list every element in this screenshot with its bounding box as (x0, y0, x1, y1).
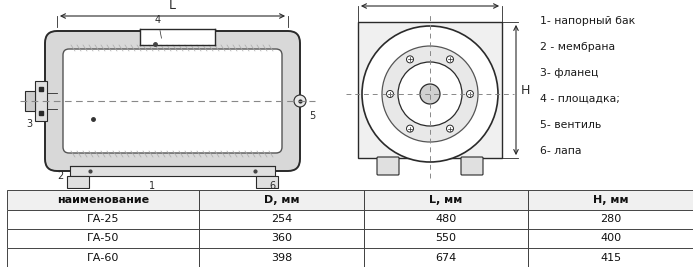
Bar (364, 190, 528, 210)
Bar (7, 190, 693, 210)
Circle shape (407, 125, 414, 132)
Text: L: L (169, 0, 176, 12)
Bar (67, 176, 89, 188)
Bar (7, 229, 693, 248)
Bar (364, 229, 528, 248)
Circle shape (398, 62, 462, 126)
Text: D: D (425, 0, 435, 2)
Bar (25, 91, 35, 111)
Text: 4: 4 (155, 15, 162, 38)
Text: наименование: наименование (57, 195, 149, 205)
Bar (199, 229, 364, 248)
Text: 360: 360 (271, 234, 292, 244)
Circle shape (420, 84, 440, 104)
Circle shape (447, 125, 454, 132)
Text: 1- напорный бак: 1- напорный бак (540, 16, 636, 26)
Text: 4 - площадка;: 4 - площадка; (540, 94, 620, 104)
Bar (199, 248, 364, 267)
Circle shape (382, 46, 478, 142)
Text: ГА-25: ГА-25 (87, 214, 119, 224)
Text: 480: 480 (435, 214, 456, 224)
Bar (358, 22, 502, 158)
Circle shape (447, 56, 454, 63)
Text: ГА-60: ГА-60 (87, 253, 119, 263)
Text: 254: 254 (271, 214, 292, 224)
Text: 2 - мембрана: 2 - мембрана (540, 42, 615, 52)
Text: 3: 3 (26, 119, 32, 129)
Bar (7, 210, 693, 229)
Bar (364, 210, 528, 229)
Circle shape (466, 90, 473, 97)
Bar (140, 29, 215, 45)
Bar (528, 190, 693, 210)
Bar (199, 210, 364, 229)
Text: 398: 398 (271, 253, 292, 263)
FancyBboxPatch shape (377, 157, 399, 175)
Text: 5- вентиль: 5- вентиль (540, 120, 601, 130)
Text: 674: 674 (435, 253, 456, 263)
Text: 3- фланец: 3- фланец (540, 68, 598, 78)
Bar (7, 248, 199, 267)
Bar (35, 81, 47, 121)
Bar (7, 248, 693, 267)
Text: 1: 1 (149, 181, 155, 191)
Circle shape (294, 95, 306, 107)
FancyBboxPatch shape (63, 49, 282, 153)
Bar (528, 210, 693, 229)
Circle shape (362, 26, 498, 162)
Text: D, мм: D, мм (264, 195, 299, 205)
Bar (70, 166, 275, 176)
Bar (7, 210, 199, 229)
Text: 6- лапа: 6- лапа (540, 146, 582, 156)
Bar (364, 248, 528, 267)
Text: L, мм: L, мм (429, 195, 463, 205)
Text: 5: 5 (309, 111, 315, 121)
Text: 550: 550 (435, 234, 456, 244)
FancyBboxPatch shape (45, 31, 300, 171)
Bar (256, 176, 278, 188)
Text: H, мм: H, мм (593, 195, 629, 205)
Bar (7, 190, 199, 210)
Text: 6: 6 (269, 181, 275, 191)
Text: 415: 415 (600, 253, 621, 263)
Bar (199, 190, 364, 210)
Text: H: H (521, 83, 531, 96)
Text: 400: 400 (600, 234, 621, 244)
Text: ГА-50: ГА-50 (87, 234, 119, 244)
Bar (528, 229, 693, 248)
Circle shape (386, 90, 393, 97)
Circle shape (407, 56, 414, 63)
Text: 280: 280 (600, 214, 622, 224)
Bar (7, 229, 199, 248)
Text: 2: 2 (57, 171, 63, 181)
FancyBboxPatch shape (461, 157, 483, 175)
Bar (528, 248, 693, 267)
